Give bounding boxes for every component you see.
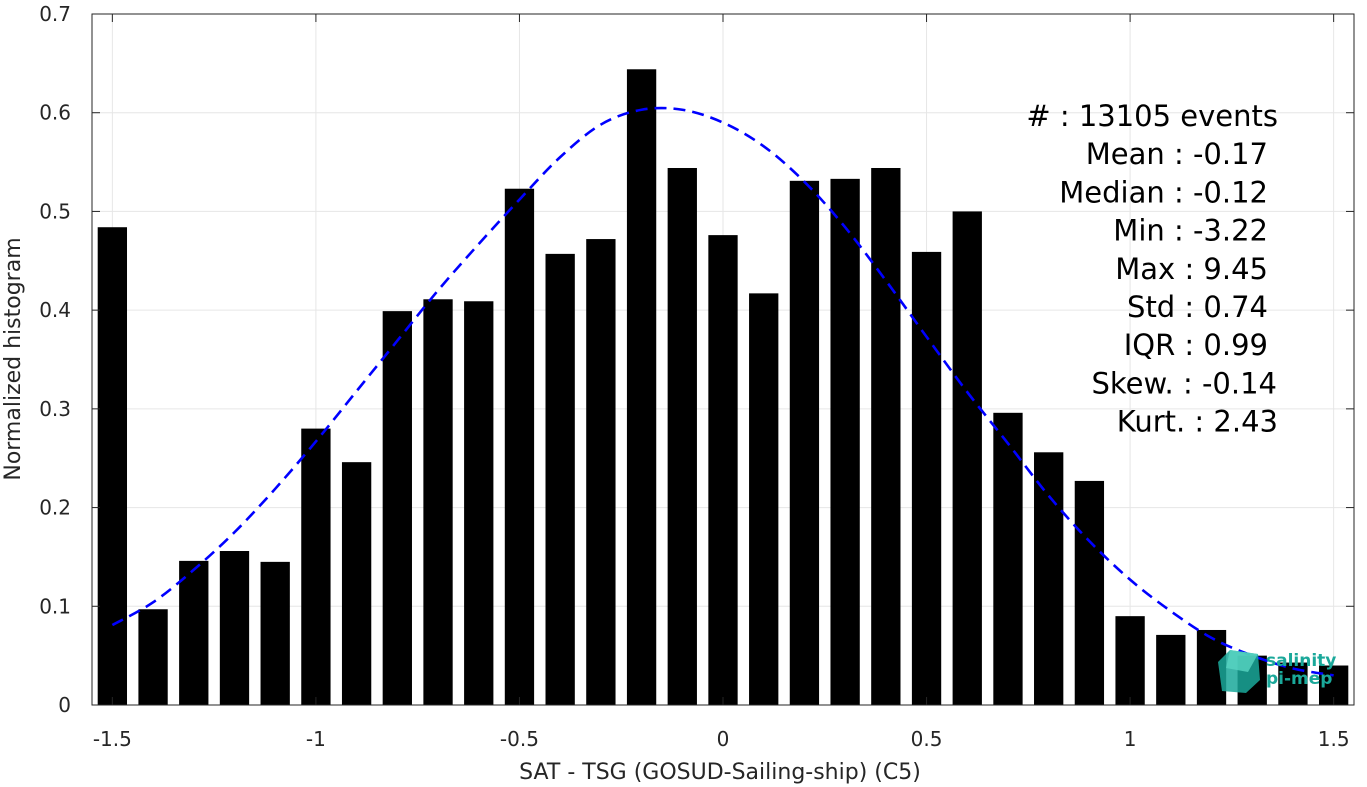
stat-line: IQR : 0.99 [1124,328,1268,362]
histogram-bar [708,235,738,705]
histogram-bar [586,239,616,705]
histogram-bar [341,462,372,705]
histogram-bar [301,428,331,705]
y-tick-label: 0.6 [39,101,71,125]
stat-line: Max : 9.45 [1115,252,1268,286]
histogram-bar [1034,452,1064,705]
histogram-bar [626,69,657,705]
x-tick-label: -0.5 [500,727,539,751]
histogram-bar [219,551,250,705]
stat-line: Std : 0.74 [1127,290,1268,324]
histogram-bar [667,167,697,706]
histogram-bar [545,253,575,705]
histogram-bar [911,251,942,705]
x-tick-labels: -1.5 -1 -0.5 0 0.5 1 1.5 [93,727,1350,751]
x-tick-label: 1.5 [1318,727,1350,751]
histogram-bar [749,293,779,705]
y-tick-label: 0.5 [39,199,71,223]
y-axis-label: Normalized histogram [1,237,26,480]
logo-mark-facet-icon [1226,650,1258,672]
histogram-bar [1115,616,1145,705]
stat-line: Min : -3.22 [1113,214,1268,248]
histogram-bar [260,561,290,705]
x-tick-label: 0.5 [911,727,943,751]
histogram-bar [382,311,412,705]
histogram-bar [789,180,820,705]
y-tick-labels: 0 0.1 0.2 0.3 0.4 0.5 0.6 0.7 [39,2,71,717]
histogram-bar [1074,480,1105,705]
histogram-bar [464,301,494,705]
logo-text-line2: pi-mep [1266,669,1332,689]
histogram-bar [830,178,860,706]
y-tick-label: 0.2 [39,496,71,520]
histogram-bar [138,609,168,705]
stat-line: Skew. : -0.14 [1091,366,1277,400]
x-tick-label: -1.5 [93,727,132,751]
histogram-bar [423,299,453,705]
y-tick-label: 0.4 [39,298,71,322]
axis-ticks [92,13,1354,706]
histogram-bar [871,167,901,706]
histogram-bar [97,227,128,706]
x-tick-label: 0 [717,727,730,751]
fit-curve [111,106,1334,677]
histogram-bar [952,211,982,705]
y-tick-label: 0.3 [39,397,71,421]
y-tick-label: 0 [58,693,71,717]
x-tick-label: 1 [1124,727,1137,751]
stat-line: Mean : -0.17 [1086,137,1268,171]
histogram-bar [993,412,1023,705]
x-axis-label: SAT - TSG (GOSUD-Sailing-ship) (C5) [519,760,921,785]
stat-line: Kurt. : 2.43 [1117,405,1278,439]
logo-text-line1: salinity [1266,651,1336,671]
stat-line: # : 13105 events [1026,99,1278,133]
histogram-bars [97,69,1349,706]
statistics-box: # : 13105 events Mean : -0.17 Median : -0.… [1026,99,1278,439]
y-tick-label: 0.1 [39,594,71,618]
stat-line: Median : -0.12 [1059,175,1268,209]
y-tick-label: 0.7 [39,2,71,26]
salinity-pi-mep-logo: salinity pi-mep [1218,650,1336,693]
histogram-bar [179,560,209,705]
histogram-bar [1156,634,1186,705]
histogram-bar [504,188,535,705]
x-tick-label: -1 [306,727,326,751]
